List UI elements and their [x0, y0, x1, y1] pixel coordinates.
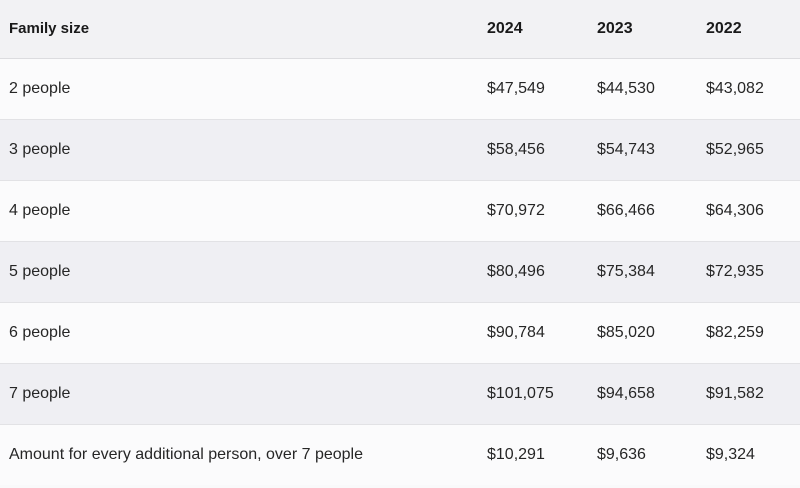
value-2022-cell: $72,935: [706, 262, 764, 280]
value-2024-cell: $101,075: [487, 384, 554, 402]
table-row: Amount for every additional person, over…: [0, 424, 800, 485]
header-2023: 2023: [597, 19, 633, 37]
table-row: 3 people $58,456 $54,743 $52,965: [0, 119, 800, 180]
value-2024-cell: $80,496: [487, 262, 545, 280]
value-2023-cell: $9,636: [597, 445, 646, 463]
table-row: 5 people $80,496 $75,384 $72,935: [0, 241, 800, 302]
table-row: 4 people $70,972 $66,466 $64,306: [0, 180, 800, 241]
value-2022-cell: $82,259: [706, 323, 764, 341]
value-2024-cell: $10,291: [487, 445, 545, 463]
family-size-cell: Amount for every additional person, over…: [9, 445, 363, 463]
table-row: 7 people $101,075 $94,658 $91,582: [0, 363, 800, 424]
value-2023-cell: $85,020: [597, 323, 655, 341]
family-size-cell: 5 people: [9, 262, 71, 280]
value-2022-cell: $91,582: [706, 384, 764, 402]
table-row: 2 people $47,549 $44,530 $43,082: [0, 58, 800, 119]
header-family-size: Family size: [9, 20, 90, 38]
value-2022-cell: $9,324: [706, 445, 755, 463]
value-2023-cell: $66,466: [597, 201, 655, 219]
header-2024: 2024: [487, 19, 523, 37]
table-body: 2 people $47,549 $44,530 $43,082 3 peopl…: [0, 58, 800, 485]
value-2023-cell: $75,384: [597, 262, 655, 280]
value-2024-cell: $70,972: [487, 201, 545, 219]
family-size-cell: 2 people: [9, 79, 71, 97]
family-size-cell: 4 people: [9, 201, 71, 219]
value-2024-cell: $90,784: [487, 323, 545, 341]
header-2022: 2022: [706, 19, 742, 37]
value-2023-cell: $44,530: [597, 79, 655, 97]
table-header: Family size 2024 2023 2022: [0, 0, 800, 58]
table-row: 6 people $90,784 $85,020 $82,259: [0, 302, 800, 363]
header-row: Family size 2024 2023 2022: [0, 0, 800, 58]
value-2024-cell: $58,456: [487, 140, 545, 158]
value-2024-cell: $47,549: [487, 79, 545, 97]
family-size-cell: 3 people: [9, 140, 71, 158]
family-size-cell: 6 people: [9, 323, 71, 341]
value-2022-cell: $64,306: [706, 201, 764, 219]
family-size-cell: 7 people: [9, 384, 71, 402]
value-2023-cell: $54,743: [597, 140, 655, 158]
value-2022-cell: $43,082: [706, 79, 764, 97]
value-2023-cell: $94,658: [597, 384, 655, 402]
value-2022-cell: $52,965: [706, 140, 764, 158]
